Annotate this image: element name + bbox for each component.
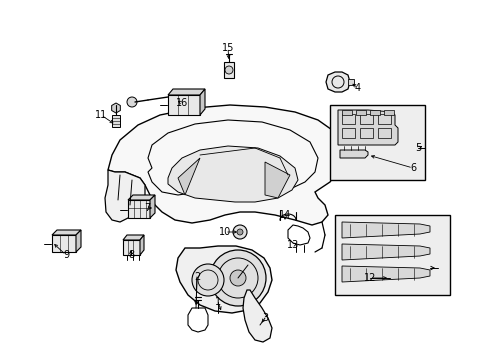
Bar xyxy=(377,128,390,138)
Bar xyxy=(112,115,120,127)
Bar xyxy=(224,62,234,78)
Bar xyxy=(377,114,390,124)
Text: 11: 11 xyxy=(95,110,107,120)
Polygon shape xyxy=(168,146,297,202)
Bar xyxy=(341,110,351,115)
Polygon shape xyxy=(337,110,397,145)
Text: 4: 4 xyxy=(354,83,360,93)
Polygon shape xyxy=(168,89,204,95)
Text: 15: 15 xyxy=(222,43,234,53)
Polygon shape xyxy=(341,222,429,238)
Text: 16: 16 xyxy=(176,98,188,108)
Polygon shape xyxy=(105,170,145,222)
Circle shape xyxy=(127,97,137,107)
Bar xyxy=(383,110,393,115)
Text: 13: 13 xyxy=(286,240,299,250)
Polygon shape xyxy=(128,200,150,218)
Polygon shape xyxy=(325,72,349,92)
Bar xyxy=(334,215,449,295)
Circle shape xyxy=(229,270,245,286)
Text: 2: 2 xyxy=(193,272,200,282)
Text: 14: 14 xyxy=(278,210,290,220)
Bar xyxy=(359,114,372,124)
Polygon shape xyxy=(264,162,289,198)
Polygon shape xyxy=(176,246,271,313)
Circle shape xyxy=(209,250,265,306)
Text: 9: 9 xyxy=(63,250,69,260)
Bar xyxy=(355,110,365,115)
Text: 10: 10 xyxy=(219,227,231,237)
Circle shape xyxy=(192,264,224,296)
Polygon shape xyxy=(52,230,81,235)
Polygon shape xyxy=(243,290,271,342)
Text: 3: 3 xyxy=(262,313,267,323)
Polygon shape xyxy=(168,95,200,115)
Circle shape xyxy=(224,66,232,74)
Polygon shape xyxy=(76,230,81,252)
Bar xyxy=(359,128,372,138)
Polygon shape xyxy=(140,235,143,255)
Polygon shape xyxy=(128,195,155,200)
Polygon shape xyxy=(108,105,341,225)
Bar xyxy=(347,79,353,85)
Circle shape xyxy=(237,229,243,235)
Polygon shape xyxy=(200,89,204,115)
Text: 1: 1 xyxy=(215,297,221,307)
Text: 12: 12 xyxy=(363,273,375,283)
Circle shape xyxy=(232,225,246,239)
Polygon shape xyxy=(150,195,155,218)
Polygon shape xyxy=(341,266,429,282)
Polygon shape xyxy=(111,103,120,113)
Polygon shape xyxy=(52,235,76,252)
Polygon shape xyxy=(123,240,140,255)
Text: 7: 7 xyxy=(143,203,150,213)
Text: 6: 6 xyxy=(409,163,415,173)
Polygon shape xyxy=(341,244,429,260)
Text: 8: 8 xyxy=(128,250,134,260)
Bar xyxy=(329,105,424,180)
Bar xyxy=(341,128,354,138)
Polygon shape xyxy=(123,235,143,240)
Polygon shape xyxy=(339,150,367,158)
Bar xyxy=(341,114,354,124)
Polygon shape xyxy=(178,158,200,195)
Bar xyxy=(369,110,379,115)
Text: 5: 5 xyxy=(414,143,420,153)
